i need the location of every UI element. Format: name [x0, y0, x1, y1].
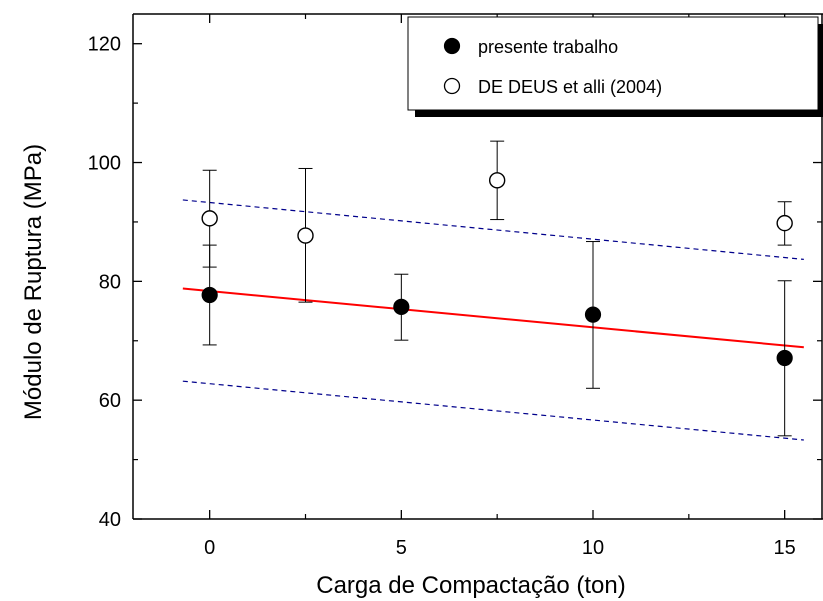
y-tick-label: 60	[99, 390, 121, 412]
y-tick-label: 100	[88, 153, 121, 175]
x-tick-label: 5	[396, 537, 407, 559]
lower-band-line	[182, 380, 804, 441]
y-tick-label: 80	[99, 271, 121, 293]
data-point-de-deus	[776, 214, 793, 232]
data-point-presente-trabalho	[584, 306, 602, 323]
x-axis-title: Carga de Compactação (ton)	[316, 572, 626, 599]
data-point-presente-trabalho	[776, 349, 793, 367]
y-tick-label: 120	[88, 34, 121, 56]
legend-marker-presente-trabalho	[443, 37, 461, 55]
x-tick-label: 10	[582, 537, 604, 559]
data-point-de-deus	[201, 210, 218, 227]
upper-band-line	[182, 199, 804, 260]
data-point-presente-trabalho	[393, 298, 410, 315]
y-axis-title: Módulo de Ruptura (MPa)	[20, 144, 47, 420]
plot-area: 0 5 10 15 40 60 80 100 120	[88, 13, 823, 559]
legend-marker-de-deus	[443, 77, 461, 95]
fit-line	[182, 287, 804, 349]
y-tick-label: 40	[99, 509, 121, 531]
x-tick-label: 15	[774, 537, 796, 559]
data-point-presente-trabalho	[201, 286, 218, 304]
legend-label-presente-trabalho: presente trabalho	[478, 37, 618, 57]
data-point-de-deus	[297, 227, 314, 244]
data-point-de-deus	[488, 172, 506, 189]
x-tick-label: 0	[204, 537, 215, 559]
legend: presente trabalho DE DEUS et alli (2004)	[407, 16, 823, 117]
legend-label-de-deus: DE DEUS et alli (2004)	[478, 77, 662, 97]
legend-box	[407, 16, 819, 111]
